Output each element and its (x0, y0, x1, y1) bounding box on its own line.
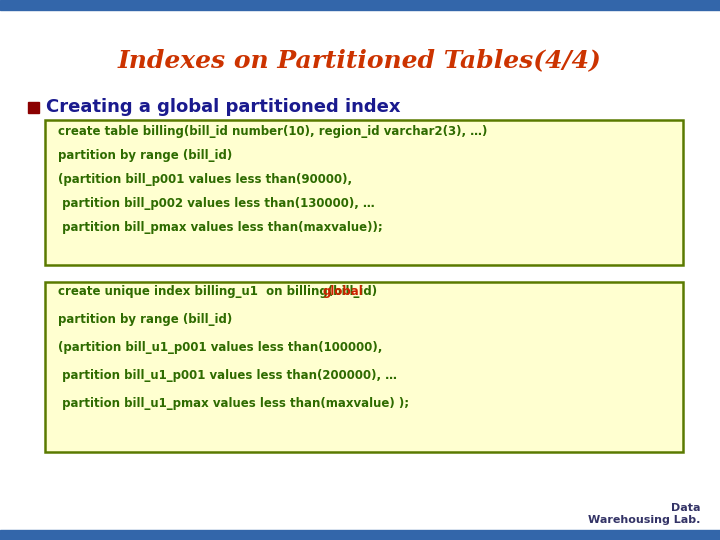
Text: global: global (322, 286, 363, 299)
Text: partition by range (bill_id): partition by range (bill_id) (58, 150, 233, 163)
Text: partition by range (bill_id): partition by range (bill_id) (58, 314, 233, 327)
Text: (partition bill_u1_p001 values less than(100000),: (partition bill_u1_p001 values less than… (58, 341, 382, 354)
Text: partition bill_pmax values less than(maxvalue));: partition bill_pmax values less than(max… (58, 221, 383, 234)
Text: partition bill_u1_pmax values less than(maxvalue) );: partition bill_u1_pmax values less than(… (58, 397, 409, 410)
Text: (partition bill_p001 values less than(90000),: (partition bill_p001 values less than(90… (58, 173, 352, 186)
Text: partition bill_p002 values less than(130000), …: partition bill_p002 values less than(130… (58, 198, 374, 211)
FancyBboxPatch shape (45, 282, 683, 452)
Text: partition bill_u1_p001 values less than(200000), …: partition bill_u1_p001 values less than(… (58, 369, 397, 382)
Text: create unique index billing_u1  on billing(bill_id): create unique index billing_u1 on billin… (58, 286, 382, 299)
Text: create table billing(bill_id number(10), region_id varchar2(3), …): create table billing(bill_id number(10),… (58, 125, 487, 138)
Bar (28, 102, 39, 113)
Text: Warehousing Lab.: Warehousing Lab. (588, 515, 700, 525)
Text: Indexes on Partitioned Tables(4/4): Indexes on Partitioned Tables(4/4) (118, 48, 602, 72)
Bar (0, 0, 720, 10)
Text: Data: Data (670, 503, 700, 513)
Bar (0, 530, 720, 540)
FancyBboxPatch shape (45, 120, 683, 265)
Text: Creating a global partitioned index: Creating a global partitioned index (46, 98, 400, 116)
